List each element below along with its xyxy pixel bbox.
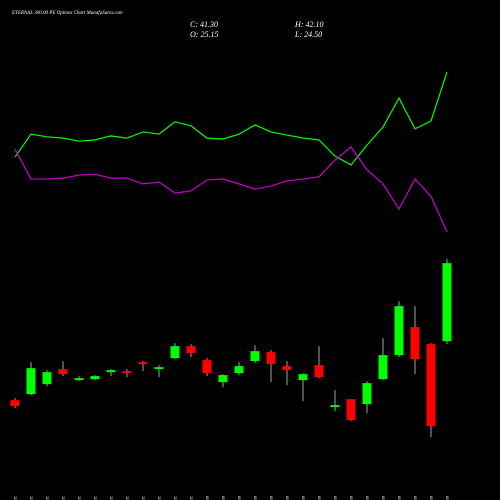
x-tick-label: 26 Dec: [142, 495, 147, 500]
info-high: H: 42.10: [294, 20, 323, 29]
x-tick-label: 06 Jan: [254, 496, 259, 500]
candle-body: [202, 360, 212, 374]
x-tick-label: 16 Jan: [366, 496, 371, 500]
candle-body: [362, 383, 372, 405]
x-tick-label: 21 Jan: [414, 496, 419, 500]
x-tick-label: 18 Dec: [62, 495, 67, 500]
indicator-line: [14, 71, 448, 166]
x-tick-label: 14 Jan: [350, 496, 355, 500]
info-low: L: 24.50: [294, 30, 322, 39]
candle-body: [250, 351, 260, 362]
candle-body: [426, 344, 436, 427]
candle-body: [378, 355, 388, 380]
x-tick-label: 02 Jan: [222, 496, 227, 500]
x-tick-label: 07 Jan: [270, 496, 275, 500]
x-tick-label: 15 Dec: [14, 495, 19, 500]
candle-body: [394, 306, 404, 356]
candle-body: [90, 376, 100, 380]
candle-body: [26, 368, 36, 395]
candle-body: [234, 366, 244, 374]
candle-body: [298, 374, 308, 381]
x-tick-label: 30 Dec: [174, 495, 179, 500]
x-tick-label: 22 Dec: [94, 495, 99, 500]
x-tick-label: 16 Dec: [30, 495, 35, 500]
candle-body: [122, 371, 132, 374]
x-tick-label: 01 Jan: [206, 496, 211, 500]
x-tick-label: 31 Dec: [190, 495, 195, 500]
candle-body: [42, 372, 52, 385]
candle-body: [314, 365, 324, 378]
indicator-line: [14, 146, 448, 233]
x-tick-label: 24 Dec: [126, 495, 131, 500]
candle-body: [410, 327, 420, 360]
x-tick-label: 19 Dec: [78, 495, 83, 500]
x-tick-label: 22 Jan: [430, 496, 435, 500]
x-tick-label: 05 Jan: [238, 496, 243, 500]
candle-body: [186, 346, 196, 354]
x-tick-label: 12 Jan: [318, 496, 323, 500]
candle-body: [282, 366, 292, 371]
candle-body: [346, 399, 356, 421]
candle-body: [10, 400, 20, 407]
candle-body: [266, 352, 276, 365]
x-tick-label: 09 Jan: [302, 496, 307, 500]
candle-body: [58, 369, 68, 375]
candle-body: [218, 375, 228, 383]
x-tick-label: 29 Dec: [158, 495, 163, 500]
candle-body: [170, 346, 180, 359]
x-tick-label: 17 Dec: [46, 495, 51, 500]
x-tick-label: 20 Jan: [398, 496, 403, 500]
x-tick-label: 13 Jan: [334, 496, 339, 500]
info-close: C: 41.30: [190, 20, 218, 29]
x-tick-label: 23 Jan: [446, 496, 451, 500]
chart-title: ETERNAL 300.00 PE Options Chart MunafaSu…: [11, 11, 123, 16]
candle-body: [442, 263, 452, 342]
info-open: O: 25.15: [190, 30, 218, 39]
candle-body: [138, 362, 148, 365]
candle-body: [330, 405, 340, 408]
x-tick-label: 19 Jan: [382, 496, 387, 500]
x-tick-label: 23 Dec: [110, 495, 115, 500]
candle-body: [74, 378, 84, 381]
candle-body: [154, 367, 164, 370]
x-tick-label: 08 Jan: [286, 496, 291, 500]
candle-body: [106, 370, 116, 373]
